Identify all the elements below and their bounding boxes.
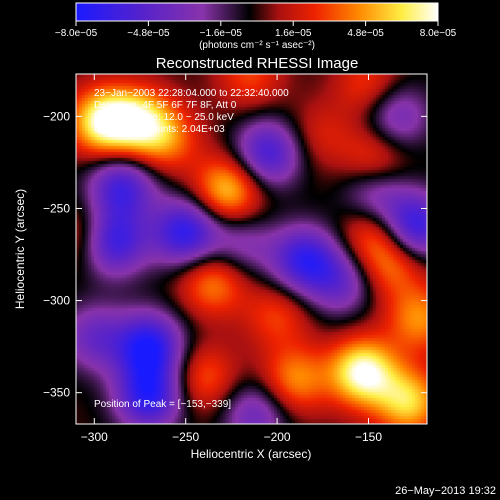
y-tick-label: −250 (43, 201, 70, 215)
colorbar (75, 2, 439, 22)
timestamp: 26−May−2013 19:32 (395, 485, 496, 497)
x-tick-label: −200 (264, 430, 291, 444)
x-tick-label: −250 (172, 430, 199, 444)
y-axis-ticks: −200 −250 −300 −350 (43, 109, 427, 400)
heatmap-region (76, 74, 427, 424)
annotation-energy-range: Energy Range: 12.0 − 25.0 keV (94, 112, 234, 123)
x-axis-label: Heliocentric X (arcsec) (191, 447, 312, 461)
y-tick-label: −300 (43, 294, 70, 308)
overlay-annotations: 23−Jan−2003 22:28:04.000 to 22:32:40.000… (94, 88, 289, 410)
colorbar-tick-label: −4.8e−05 (127, 28, 170, 39)
x-tick-label: −300 (81, 430, 108, 444)
y-tick-label: −200 (43, 109, 70, 123)
colorbar-tick-label: −8.0e−05 (55, 28, 98, 39)
chart-title: Reconstructed RHESSI Image (156, 55, 359, 72)
colorbar-tick-label: 4.8e−05 (347, 28, 384, 39)
annotation-total-counts: Clean Total counts: 2.04E+03 (94, 124, 225, 135)
colorbar-ticks: −8.0e−05 −4.8e−05 −1.6e−05 1.6e−05 4.8e−05 8.… (55, 21, 457, 39)
colorbar-unit-label: (photons cm⁻² s⁻¹ asec⁻²) (199, 40, 315, 51)
x-tick-label: −150 (355, 430, 382, 444)
colorbar-tick-label: −1.6e−05 (200, 28, 243, 39)
plot-frame (75, 73, 428, 425)
y-tick-label: −350 (43, 386, 70, 400)
colorbar-tick-label: 1.6e−05 (275, 28, 312, 39)
annotation-detectors: Detectors: 4F 5F 6F 7F 8F, Att 0 (94, 100, 237, 111)
colorbar-tick-label: 8.0e−05 (420, 28, 457, 39)
annotation-time-range: 23−Jan−2003 22:28:04.000 to 22:32:40.000 (94, 88, 289, 99)
y-axis-label: Heliocentric Y (arcsec) (13, 189, 27, 309)
annotation-peak-position: Position of Peak = [−153,−339] (94, 399, 231, 410)
x-axis-ticks: −300 −250 −200 −150 (81, 74, 382, 444)
